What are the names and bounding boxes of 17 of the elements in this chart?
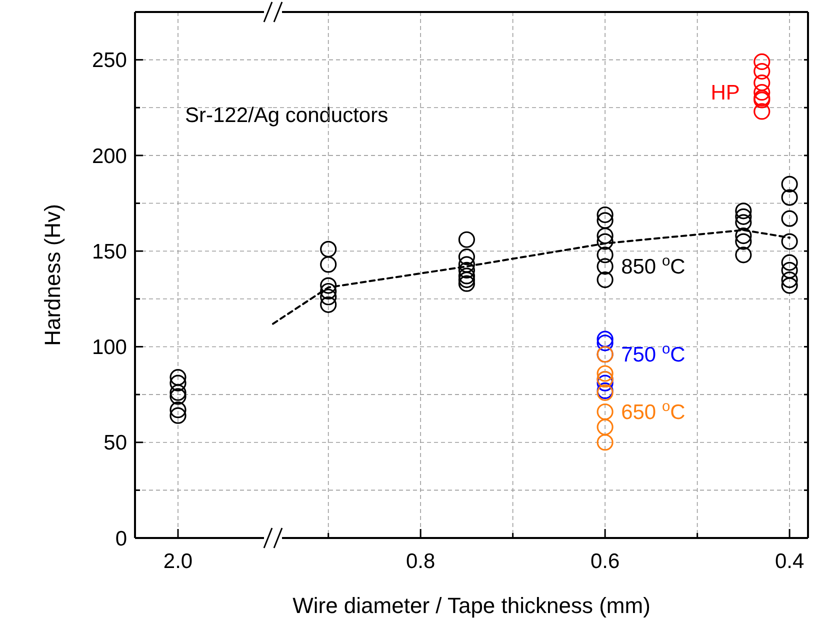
y-tick-label: 0 [115,527,127,550]
x-tick-label: 0.4 [774,550,804,573]
y-tick-label: 150 [92,240,127,264]
y-tick-label: 250 [92,49,127,72]
y-tick-label: 200 [92,144,127,168]
x-tick-label: 0.8 [406,550,436,573]
series-label: HP [710,82,740,105]
series-label: 850 $^{o}$C [621,254,686,279]
x-tick-label: 2.0 [163,550,193,573]
y-axis-title: Hardness (Hv) [40,204,65,346]
x-tick-label: 0.6 [590,550,620,573]
series-label: 750 $^{o}$C [621,342,686,367]
y-tick-label: 50 [104,432,127,455]
annotation: Sr-122/Ag conductors [185,104,388,127]
y-tick-label: 100 [92,336,127,360]
series-label: 650 $^{o}$C [621,399,686,424]
x-axis-title: Wire diameter / Tape thickness (mm) [292,593,650,618]
